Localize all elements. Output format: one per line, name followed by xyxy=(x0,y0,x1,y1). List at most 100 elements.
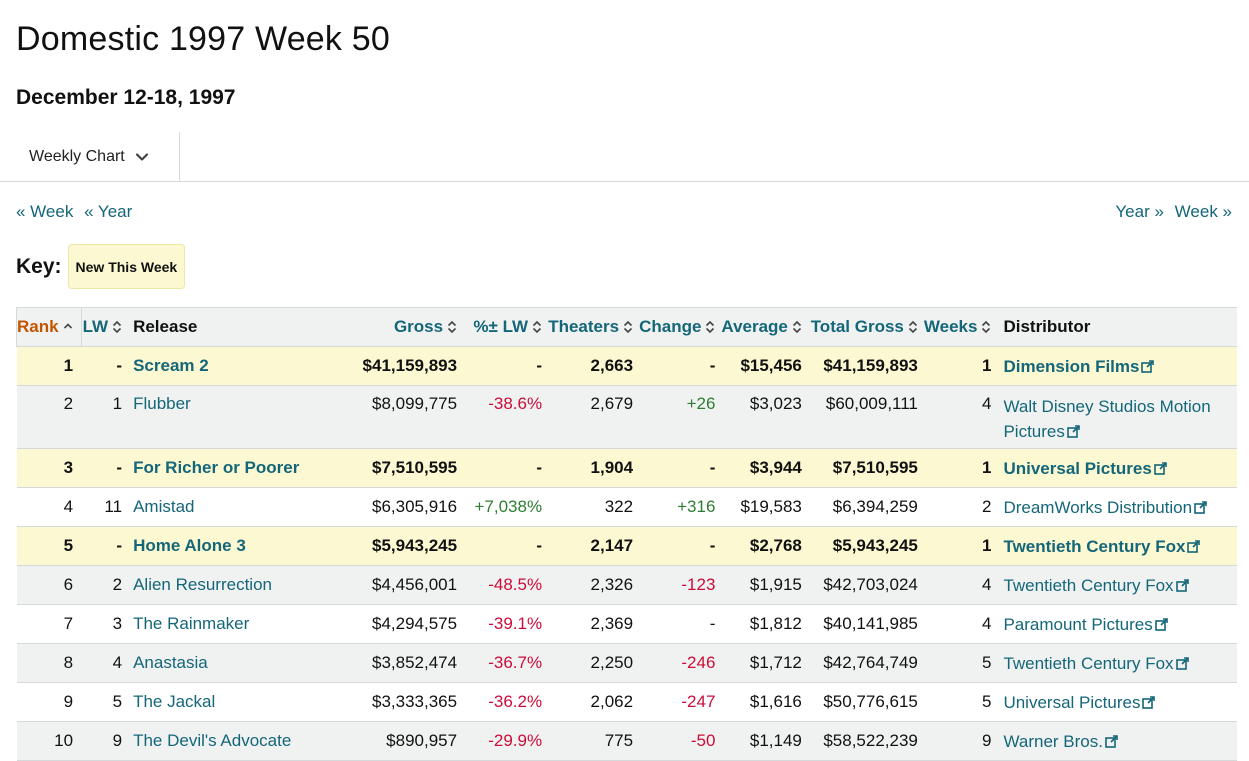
distributor-link[interactable]: Paramount Pictures xyxy=(1003,614,1153,634)
chart-type-dropdown[interactable]: Weekly Chart xyxy=(0,132,180,182)
distributor-link[interactable]: Twentieth Century Fox xyxy=(1003,653,1174,673)
release-link[interactable]: Flubber xyxy=(133,394,191,413)
column-header-pct-lw[interactable]: %± LW xyxy=(463,307,549,347)
cell-gross: $8,099,775 xyxy=(338,385,464,449)
chart-type-label: Weekly Chart xyxy=(29,148,125,165)
sort-icon xyxy=(113,320,122,334)
column-header-theaters[interactable]: Theaters xyxy=(548,307,640,347)
cell-rank: 9 xyxy=(16,682,82,722)
distributor-link[interactable]: Universal Pictures xyxy=(1003,458,1152,478)
release-link[interactable]: Amistad xyxy=(133,497,195,516)
cell-weeks: 2 xyxy=(923,487,998,527)
distributor-link[interactable]: Walt Disney Studios Motion Pictures xyxy=(1003,397,1211,441)
cell-weeks: 1 xyxy=(923,448,998,488)
cell-pct-lw: - xyxy=(463,526,549,566)
cell-lw: 1 xyxy=(81,385,129,449)
release-link[interactable]: Scream 2 xyxy=(133,356,209,375)
distributor-link[interactable]: Warner Bros. xyxy=(1003,731,1103,751)
cell-total-gross: $5,943,245 xyxy=(807,526,924,566)
cell-gross: $7,510,595 xyxy=(338,448,464,488)
cell-lw: - xyxy=(81,448,129,488)
external-link-icon xyxy=(1154,617,1168,631)
release-link[interactable]: Home Alone 3 xyxy=(133,536,246,555)
cell-average: $15,456 xyxy=(721,346,808,386)
external-link-icon xyxy=(1105,734,1118,748)
external-link-icon xyxy=(1067,425,1080,438)
cell-weeks: 4 xyxy=(923,604,998,644)
table-row: 8 4 Anastasia $3,852,474 -36.7% 2,250 -246 $1,7… xyxy=(16,643,1237,683)
external-link-icon xyxy=(1141,359,1155,373)
cell-pct-lw: +7,038% xyxy=(463,487,549,527)
cell-lw: 2 xyxy=(81,565,129,605)
cell-change: +26 xyxy=(639,385,722,449)
cell-weeks: 1 xyxy=(923,346,998,386)
cell-rank: 1 xyxy=(16,346,82,386)
release-link[interactable]: The Devil's Advocate xyxy=(133,731,292,750)
cell-pct-lw: - xyxy=(463,346,549,386)
cell-pct-lw: -29.9% xyxy=(463,721,549,761)
cell-release: Home Alone 3 xyxy=(128,526,339,566)
cell-change: -123 xyxy=(639,565,722,605)
external-link-icon xyxy=(1194,500,1207,514)
cell-gross: $3,852,474 xyxy=(338,643,464,683)
cell-change: - xyxy=(639,526,722,566)
next-year-link[interactable]: Year » xyxy=(1115,202,1164,221)
cell-change: +316 xyxy=(639,487,722,527)
release-link[interactable]: The Rainmaker xyxy=(133,614,250,633)
cell-total-gross: $60,009,111 xyxy=(807,385,924,449)
cell-total-gross: $42,764,749 xyxy=(807,643,924,683)
release-link[interactable]: The Jackal xyxy=(133,692,216,711)
cell-total-gross: $50,776,615 xyxy=(807,682,924,722)
prev-week-link[interactable]: « Week xyxy=(16,202,74,221)
release-link[interactable]: Anastasia xyxy=(133,653,208,672)
external-link-icon xyxy=(1142,695,1156,709)
column-header-weeks[interactable]: Weeks xyxy=(923,307,998,347)
cell-lw: - xyxy=(81,526,129,566)
table-row: 7 3 The Rainmaker $4,294,575 -39.1% 2,369- $1,… xyxy=(16,604,1237,644)
column-header-average[interactable]: Average xyxy=(721,307,808,347)
distributor-link[interactable]: Universal Pictures xyxy=(1003,692,1141,712)
release-link[interactable]: For Richer or Poorer xyxy=(133,458,300,477)
column-header-gross[interactable]: Gross xyxy=(338,307,464,347)
cell-gross: $4,294,575 xyxy=(338,604,464,644)
cell-distributor: Twentieth Century Fox xyxy=(997,643,1237,683)
distributor-link[interactable]: Twentieth Century Fox xyxy=(1003,536,1186,556)
cell-gross: $41,159,893 xyxy=(338,346,464,386)
cell-weeks: 5 xyxy=(923,643,998,683)
column-header-rank[interactable]: Rank xyxy=(16,307,82,347)
column-header-change[interactable]: Change xyxy=(639,307,722,347)
cell-rank: 10 xyxy=(16,721,82,761)
cell-change: - xyxy=(639,604,722,644)
next-week-link[interactable]: Week » xyxy=(1174,202,1232,221)
cell-release: For Richer or Poorer xyxy=(128,448,339,488)
cell-rank: 6 xyxy=(16,565,82,605)
cell-average: $1,812 xyxy=(721,604,808,644)
cell-total-gross: $40,141,985 xyxy=(807,604,924,644)
cell-average: $1,616 xyxy=(721,682,808,722)
key-label: Key: xyxy=(16,254,62,278)
cell-average: $1,149 xyxy=(721,721,808,761)
distributor-link[interactable]: Dimension Films xyxy=(1003,356,1140,376)
prev-year-link[interactable]: « Year xyxy=(84,202,133,221)
cell-rank: 4 xyxy=(16,487,82,527)
distributor-link[interactable]: Twentieth Century Fox xyxy=(1003,575,1174,595)
cell-theaters: 2,679 xyxy=(548,385,640,449)
release-link[interactable]: Alien Resurrection xyxy=(133,575,272,594)
cell-theaters: 2,062 xyxy=(548,682,640,722)
sort-icon xyxy=(706,320,715,334)
cell-total-gross: $42,703,024 xyxy=(807,565,924,605)
cell-distributor: Paramount Pictures xyxy=(997,604,1237,644)
cell-theaters: 775 xyxy=(548,721,640,761)
cell-total-gross: $58,522,239 xyxy=(807,721,924,761)
cell-theaters: 2,369 xyxy=(548,604,640,644)
cell-pct-lw: -39.1% xyxy=(463,604,549,644)
cell-theaters: 2,147 xyxy=(548,526,640,566)
column-header-total-gross[interactable]: Total Gross xyxy=(807,307,924,347)
distributor-link[interactable]: DreamWorks Distribution xyxy=(1003,497,1193,517)
cell-pct-lw: -48.5% xyxy=(463,565,549,605)
cell-pct-lw: -38.6% xyxy=(463,385,549,449)
cell-release: The Rainmaker xyxy=(128,604,339,644)
cell-release: Amistad xyxy=(128,487,339,527)
cell-change: -247 xyxy=(639,682,722,722)
column-header-lw[interactable]: LW xyxy=(81,307,129,347)
